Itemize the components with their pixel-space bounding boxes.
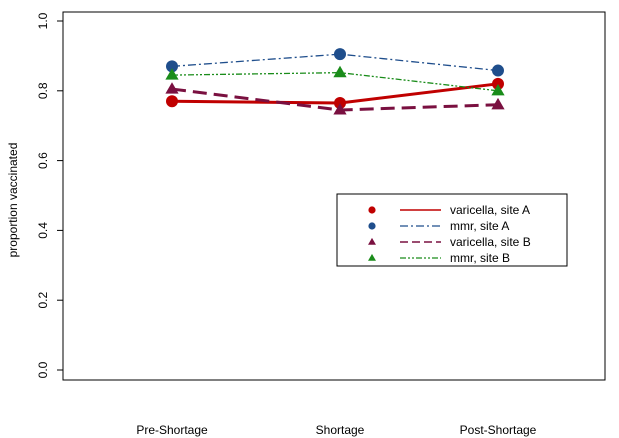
point [368, 253, 376, 261]
point [492, 77, 504, 90]
point [333, 103, 347, 115]
legend-entry: varicella, site A [368, 203, 530, 217]
x-tick-label: Pre-Shortage [136, 423, 208, 437]
series-group [165, 48, 505, 115]
legend-label: varicella, site B [450, 235, 531, 249]
series-1 [166, 77, 504, 110]
point [368, 206, 376, 214]
point [333, 65, 347, 78]
point [368, 237, 376, 245]
point [491, 83, 505, 96]
point [492, 64, 504, 77]
point [334, 48, 346, 61]
y-axis: 0.0 0.2 0.4 0.6 0.8 1.0 [36, 12, 63, 378]
point [166, 95, 178, 108]
x-tick-label: Post-Shortage [460, 423, 537, 437]
legend-label: mmr, site B [450, 251, 510, 265]
series-line [171, 87, 499, 112]
legend: varicella, site A mmr, site A varicella, s… [336, 193, 568, 267]
y-tick-label: 0.0 [36, 361, 50, 378]
y-axis-label: proportion vaccinated [6, 143, 20, 258]
point [491, 97, 505, 110]
y-tick-label: 0.2 [36, 292, 50, 309]
x-tick-label: Shortage [316, 423, 365, 437]
series-3 [165, 82, 505, 115]
series-2 [166, 48, 504, 77]
y-tick-label: 1.0 [36, 12, 50, 29]
y-tick-label: 0.4 [36, 222, 50, 239]
point [368, 222, 376, 230]
plot-frame [62, 11, 606, 381]
legend-entry: varicella, site B [368, 235, 531, 249]
y-tick-label: 0.8 [36, 82, 50, 99]
point [165, 82, 179, 94]
legend-label: varicella, site A [450, 203, 530, 217]
point [165, 68, 179, 80]
series-line [171, 53, 499, 72]
legend-label: mmr, site A [450, 219, 509, 233]
series-4 [165, 65, 505, 96]
y-tick-label: 0.6 [36, 152, 50, 169]
point [166, 60, 178, 73]
legend-entry: mmr, site B [368, 251, 510, 265]
legend-entry: mmr, site A [368, 219, 509, 233]
x-axis: Pre-Shortage Shortage Post-Shortage [136, 423, 536, 437]
legend-box [336, 193, 568, 267]
point [334, 97, 346, 110]
plot-border [62, 11, 606, 381]
